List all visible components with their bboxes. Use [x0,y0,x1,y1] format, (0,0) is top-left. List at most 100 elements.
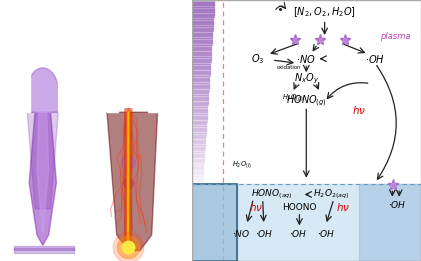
Bar [359,184,421,261]
Bar [192,142,205,145]
Bar [192,106,207,110]
Bar [192,171,203,174]
Polygon shape [27,68,59,112]
Bar [192,54,211,57]
Bar [192,154,204,157]
Bar [192,147,205,150]
Bar [192,104,208,107]
Bar [192,42,212,45]
Bar [192,116,207,119]
Bar [192,152,204,155]
Bar [192,187,202,191]
Bar [192,138,205,141]
Bar [192,26,213,29]
Bar [192,102,208,105]
Bar [192,87,208,91]
Bar [59,34,69,112]
Bar [192,30,213,33]
Bar [192,166,203,169]
Bar [192,126,206,129]
Bar [192,97,208,100]
Bar [192,175,203,179]
Bar [192,109,207,112]
Bar [192,59,210,62]
Text: $h\nu$: $h\nu$ [352,104,366,116]
Bar [192,92,208,95]
Polygon shape [27,112,59,209]
Bar [192,11,214,15]
Bar [192,9,214,12]
Bar [19,34,30,112]
Bar [107,34,118,112]
Bar [192,184,421,261]
Text: H.V.: H.V. [34,8,56,18]
Bar [192,95,208,98]
Bar [192,21,213,24]
Bar [192,121,206,124]
Text: $\cdot OH$: $\cdot OH$ [365,53,385,65]
Text: oxidation: oxidation [277,65,301,70]
Bar [192,68,210,72]
Polygon shape [107,112,157,251]
Bar [192,64,210,67]
Text: $[N_2, O_2, H_2O]$: $[N_2, O_2, H_2O]$ [293,5,356,19]
Text: $H_2O_{(g)}$: $H_2O_{(g)}$ [282,92,303,103]
Bar [192,145,205,148]
Bar [192,35,212,38]
Text: $\cdot OH$: $\cdot OH$ [388,199,406,210]
Bar [192,128,206,131]
Text: $h\nu$: $h\nu$ [249,201,263,213]
Bar [192,57,210,60]
Bar [192,49,211,52]
Bar [192,85,209,88]
Bar [192,40,212,43]
Bar [192,90,208,93]
Polygon shape [33,73,53,112]
Bar [192,157,204,160]
Bar [192,184,237,261]
Text: $N_xO_y$: $N_xO_y$ [293,72,319,86]
Bar [192,130,206,133]
Bar [192,4,214,7]
Bar [192,180,203,183]
Text: $\cdot OH$: $\cdot OH$ [255,228,273,239]
Bar [192,173,203,176]
Bar [192,164,203,167]
Bar [192,178,203,181]
Bar [192,183,202,186]
Bar [192,45,211,48]
Bar [192,168,203,171]
Bar [192,185,202,188]
Text: $h\nu$: $h\nu$ [336,201,350,213]
Text: $HONO_{(g)}$: $HONO_{(g)}$ [286,94,327,110]
Text: $\cdot OH$: $\cdot OH$ [289,228,307,239]
Bar [192,135,205,138]
Bar [192,52,211,55]
Bar [192,19,213,22]
Text: $\cdot NO$: $\cdot NO$ [232,228,250,239]
Bar [192,2,214,5]
Text: $HONO_{(aq)}$: $HONO_{(aq)}$ [251,188,293,201]
Bar [192,23,213,26]
Bar [192,73,210,76]
Bar [192,161,204,164]
Bar [192,111,207,114]
Bar [192,133,205,136]
Bar [192,123,206,126]
Polygon shape [37,112,49,235]
Bar [192,118,207,122]
Text: HOONO: HOONO [282,203,317,212]
Bar [192,7,214,10]
Text: $\cdot OH$: $\cdot OH$ [317,228,335,239]
Bar [192,78,209,81]
Bar [192,80,209,84]
Bar [192,38,212,41]
Text: H.V.: H.V. [121,8,143,18]
Bar [192,16,213,19]
Bar [192,114,207,117]
Bar [148,34,159,112]
Polygon shape [29,112,56,245]
Text: $O_3$: $O_3$ [251,52,265,66]
Bar [192,33,212,36]
Bar [192,47,211,50]
